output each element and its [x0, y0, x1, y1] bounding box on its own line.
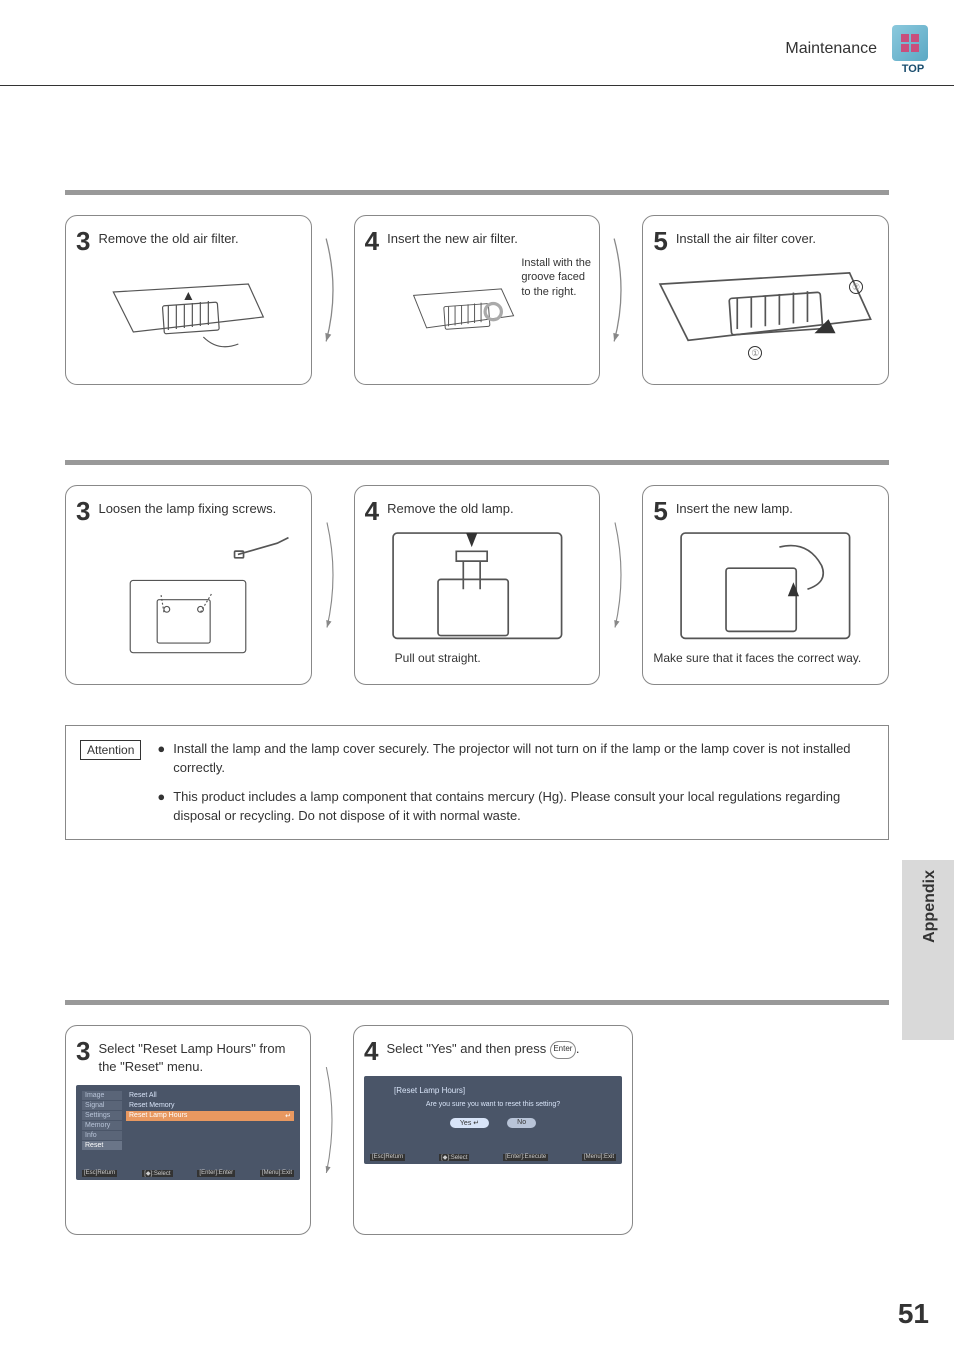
menu-footer: [Esc]Return [◆]:Select [Enter]:Enter [Me…	[82, 1170, 294, 1177]
step-insert-new-filter: 4 Insert the new air filter. Install wit…	[354, 215, 601, 385]
step-number: 3	[76, 1038, 90, 1064]
menu-item-memory: Memory	[82, 1121, 122, 1130]
reset-steps: 3 Select "Reset Lamp Hours" from the "Re…	[0, 1005, 954, 1265]
bullet-icon: ●	[157, 740, 165, 778]
step-install-filter-cover: 5 Install the air filter cover. ① ②	[642, 215, 889, 385]
menu-item-image: Image	[82, 1091, 122, 1100]
dialog-footer: [Esc]Return [◆]:Select [Enter]:Execute […	[370, 1154, 616, 1161]
step-title: Select "Reset Lamp Hours" from the "Rese…	[98, 1038, 300, 1075]
menu-sub-reset-all: Reset All	[126, 1091, 294, 1100]
step-loosen-screws: 3 Loosen the lamp fixing screws.	[65, 485, 312, 685]
attention-text-1: Install the lamp and the lamp cover secu…	[173, 740, 870, 778]
dialog-message: Are you sure you want to reset this sett…	[374, 1101, 612, 1108]
callout-2: ②	[849, 280, 863, 294]
menu-item-settings: Settings	[82, 1111, 122, 1120]
air-filter-steps: 3 Remove the old air filter.	[0, 195, 954, 415]
dialog-yes-button: Yes ↵	[450, 1118, 489, 1128]
step-arrow-icon	[323, 1025, 341, 1235]
step-caption: Make sure that it faces the correct way.	[653, 651, 878, 665]
illustration-insert-lamp	[653, 532, 878, 647]
bullet-icon: ●	[157, 788, 165, 826]
step-arrow-icon	[612, 215, 630, 385]
step-title: Select "Yes" and then press Enter.	[386, 1038, 579, 1059]
step-number: 3	[76, 498, 90, 524]
menu-sub-reset-lamp-hours: Reset Lamp Hours↵	[126, 1111, 294, 1121]
menu-screenshot: Image Signal Settings Memory Info Reset …	[76, 1085, 300, 1180]
step-select-reset-lamp-hours: 3 Select "Reset Lamp Hours" from the "Re…	[65, 1025, 311, 1235]
step-arrow-icon	[612, 485, 630, 685]
attention-label: Attention	[80, 740, 141, 760]
illustration-loosen-screws	[76, 532, 301, 662]
step-number: 4	[365, 228, 379, 254]
menu-item-signal: Signal	[82, 1101, 122, 1110]
dialog-title: [Reset Lamp Hours]	[374, 1086, 612, 1095]
illustration-install-cover: ① ②	[653, 262, 878, 362]
step-remove-old-filter: 3 Remove the old air filter.	[65, 215, 312, 385]
top-nav-label: TOP	[892, 63, 934, 75]
dialog-screenshot: [Reset Lamp Hours] Are you sure you want…	[364, 1076, 622, 1164]
step-title: Insert the new air filter.	[387, 228, 518, 248]
header-divider	[0, 85, 954, 86]
page-number: 51	[898, 1298, 929, 1330]
illustration-remove-filter	[76, 262, 301, 362]
step-remove-old-lamp: 4 Remove the old lamp. Pull out straight…	[354, 485, 601, 685]
page-header-title: Maintenance	[785, 40, 877, 58]
dialog-no-button: No	[507, 1118, 536, 1128]
step-number: 3	[76, 228, 90, 254]
attention-text-2: This product includes a lamp component t…	[173, 788, 870, 826]
menu-item-info: Info	[82, 1131, 122, 1140]
step-number: 4	[364, 1038, 378, 1064]
attention-block: Attention ● Install the lamp and the lam…	[65, 725, 889, 840]
menu-item-reset: Reset	[82, 1141, 122, 1150]
groove-note: Install with the groove faced to the rig…	[521, 256, 591, 299]
lamp-steps: 3 Loosen the lamp fixing screws.	[0, 465, 954, 715]
top-nav-icon[interactable]: TOP	[892, 25, 934, 73]
step-title: Loosen the lamp fixing screws.	[98, 498, 276, 518]
step-arrow-icon	[324, 215, 342, 385]
step-insert-new-lamp: 5 Insert the new lamp. Make sure that it…	[642, 485, 889, 685]
illustration-remove-lamp	[365, 532, 590, 647]
step-arrow-icon	[324, 485, 342, 685]
step-select-yes: 4 Select "Yes" and then press Enter. [Re…	[353, 1025, 633, 1235]
menu-sub-reset-memory: Reset Memory	[126, 1101, 294, 1110]
appendix-tab: Appendix	[921, 870, 939, 943]
enter-key-icon: Enter	[550, 1041, 576, 1059]
step-title: Remove the old air filter.	[98, 228, 238, 248]
